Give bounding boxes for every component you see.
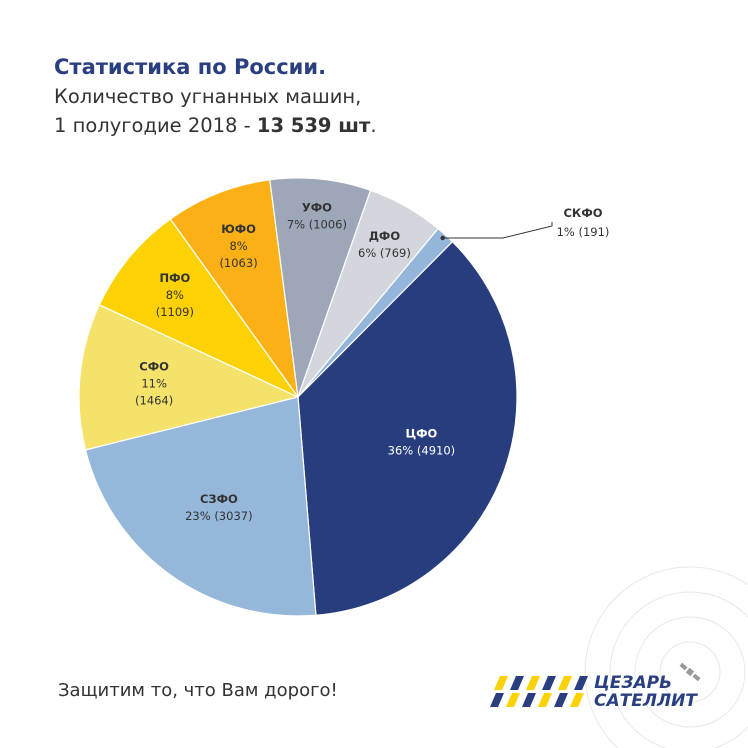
leader-dot-skfo <box>440 235 445 241</box>
label-count-yufo: (1063) <box>219 256 257 270</box>
label-percent-cfo: 36% (4910) <box>388 444 455 458</box>
label-percent-sfo: 11% <box>141 376 167 390</box>
logo-stripe <box>542 676 556 690</box>
satellite-icon <box>679 662 701 682</box>
logo-stripe <box>490 693 504 707</box>
brand-line-2: САТЕЛЛИТ <box>594 691 697 711</box>
brand-logo: ЦЕЗАРЬ САТЕЛЛИТ <box>486 674 697 714</box>
subtitle-line-1: Количество угнанных машин, <box>54 85 362 108</box>
logo-stripe <box>510 676 524 690</box>
brand-name: ЦЕЗАРЬ САТЕЛЛИТ <box>594 674 697 710</box>
logo-stripe <box>538 693 552 707</box>
logo-stripe <box>554 693 568 707</box>
label-name-skfo: СКФО <box>563 206 602 220</box>
brand-line-1: ЦЕЗАРЬ <box>594 673 673 693</box>
label-count-sfo: (1464) <box>135 393 173 407</box>
label-name-szfo: СЗФО <box>200 492 238 506</box>
label-percent-dfo: 6% (769) <box>358 246 411 260</box>
label-percent-ufo: 7% (1006) <box>287 218 347 232</box>
logo-stripe <box>506 693 520 707</box>
pie-slice-sfo <box>78 304 300 451</box>
label-name-yufo: ЮФО <box>221 222 256 236</box>
label-name-cfo: ЦФО <box>405 427 437 441</box>
label-name-pfo: ПФО <box>159 271 190 285</box>
pie-slice-yufo <box>169 179 299 398</box>
label-name-sfo: СФО <box>139 359 169 373</box>
pie-slice-ufo <box>269 177 372 398</box>
logo-stripe <box>522 693 536 707</box>
slogan: Защитим то, что Вам дорого! <box>58 680 338 701</box>
label-value-skfo: 1% (191) <box>557 225 610 239</box>
header: Статистика по России. Количество угнанны… <box>54 52 377 140</box>
leader-line-skfo <box>442 222 553 239</box>
page-title: Статистика по России. <box>54 55 327 79</box>
logo-stripe <box>570 693 584 707</box>
label-count-pfo: (1109) <box>156 305 194 319</box>
label-percent-szfo: 23% (3037) <box>185 509 252 523</box>
label-name-dfo: ДФО <box>369 229 401 243</box>
label-percent-yufo: 8% <box>229 239 247 253</box>
pie-slice-szfo <box>84 396 317 617</box>
label-name-ufo: УФО <box>302 201 332 215</box>
pie-slice-cfo <box>297 240 518 616</box>
logo-stripe <box>494 676 508 690</box>
subtitle-suffix: . <box>370 114 377 137</box>
logo-stripes-icon <box>490 676 588 707</box>
logo-stripe <box>574 676 588 690</box>
label-percent-pfo: 8% <box>166 288 184 302</box>
pie-slice-pfo <box>98 218 300 399</box>
subtitle-prefix: 1 полугодие 2018 - <box>54 114 257 137</box>
total-count: 13 539 шт <box>256 114 371 137</box>
subtitle-line-2: 1 полугодие 2018 - 13 539 шт. <box>54 111 377 140</box>
logo-stripe <box>526 676 540 690</box>
logo-stripe <box>558 676 572 690</box>
